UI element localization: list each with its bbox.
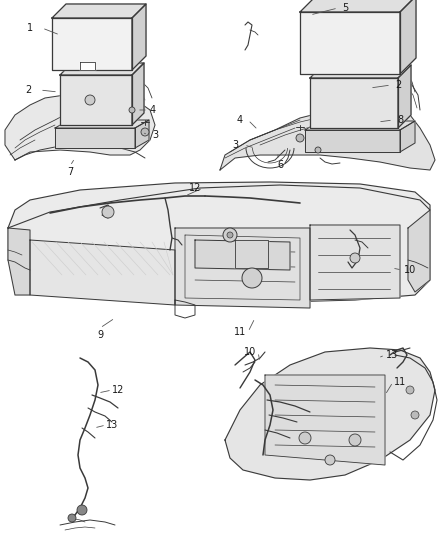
Text: 12: 12 — [112, 385, 124, 395]
Text: 11: 11 — [234, 327, 246, 337]
Circle shape — [315, 147, 321, 153]
Text: 3: 3 — [152, 130, 158, 140]
Polygon shape — [265, 375, 385, 465]
Polygon shape — [310, 225, 400, 300]
Text: 1: 1 — [27, 23, 33, 33]
Circle shape — [299, 432, 311, 444]
Polygon shape — [80, 62, 95, 70]
Circle shape — [68, 514, 76, 522]
Text: 7: 7 — [67, 167, 73, 177]
Polygon shape — [300, 12, 400, 74]
Polygon shape — [132, 4, 146, 70]
Polygon shape — [400, 0, 416, 74]
Polygon shape — [300, 0, 416, 12]
Polygon shape — [225, 348, 435, 480]
Polygon shape — [30, 240, 175, 305]
Circle shape — [227, 232, 233, 238]
Text: 10: 10 — [244, 347, 256, 357]
Polygon shape — [60, 63, 144, 75]
Polygon shape — [8, 228, 30, 295]
Circle shape — [350, 253, 360, 263]
Polygon shape — [52, 18, 132, 70]
Polygon shape — [135, 120, 149, 148]
Polygon shape — [310, 65, 411, 78]
Polygon shape — [195, 240, 290, 270]
Circle shape — [223, 228, 237, 242]
Polygon shape — [305, 121, 415, 130]
Polygon shape — [408, 210, 430, 292]
Text: 5: 5 — [342, 3, 348, 13]
Circle shape — [349, 434, 361, 446]
Text: 13: 13 — [386, 350, 398, 360]
Polygon shape — [175, 228, 310, 308]
Circle shape — [129, 107, 135, 113]
Circle shape — [325, 455, 335, 465]
Text: 2: 2 — [395, 80, 401, 90]
Text: 11: 11 — [394, 377, 406, 387]
Circle shape — [296, 134, 304, 142]
Circle shape — [406, 386, 414, 394]
Polygon shape — [8, 182, 430, 302]
Text: 9: 9 — [97, 330, 103, 340]
Circle shape — [77, 505, 87, 515]
Polygon shape — [55, 120, 149, 128]
Text: 12: 12 — [189, 183, 201, 193]
Polygon shape — [398, 65, 411, 128]
Polygon shape — [55, 128, 135, 148]
Polygon shape — [305, 130, 400, 152]
Text: 3: 3 — [232, 140, 238, 150]
Circle shape — [85, 95, 95, 105]
Text: 6: 6 — [277, 160, 283, 170]
Polygon shape — [5, 93, 155, 160]
Circle shape — [242, 268, 262, 288]
Polygon shape — [400, 121, 415, 152]
Text: 4: 4 — [237, 115, 243, 125]
Polygon shape — [235, 240, 268, 268]
Text: 13: 13 — [106, 420, 118, 430]
Polygon shape — [220, 105, 435, 170]
Text: 2: 2 — [25, 85, 31, 95]
Polygon shape — [132, 63, 144, 125]
Text: 8: 8 — [397, 115, 403, 125]
Text: 4: 4 — [150, 105, 156, 115]
Text: 10: 10 — [404, 265, 416, 275]
Circle shape — [102, 206, 114, 218]
Circle shape — [141, 128, 149, 136]
Polygon shape — [310, 78, 398, 128]
Polygon shape — [60, 75, 132, 125]
Polygon shape — [52, 4, 146, 18]
Circle shape — [411, 411, 419, 419]
